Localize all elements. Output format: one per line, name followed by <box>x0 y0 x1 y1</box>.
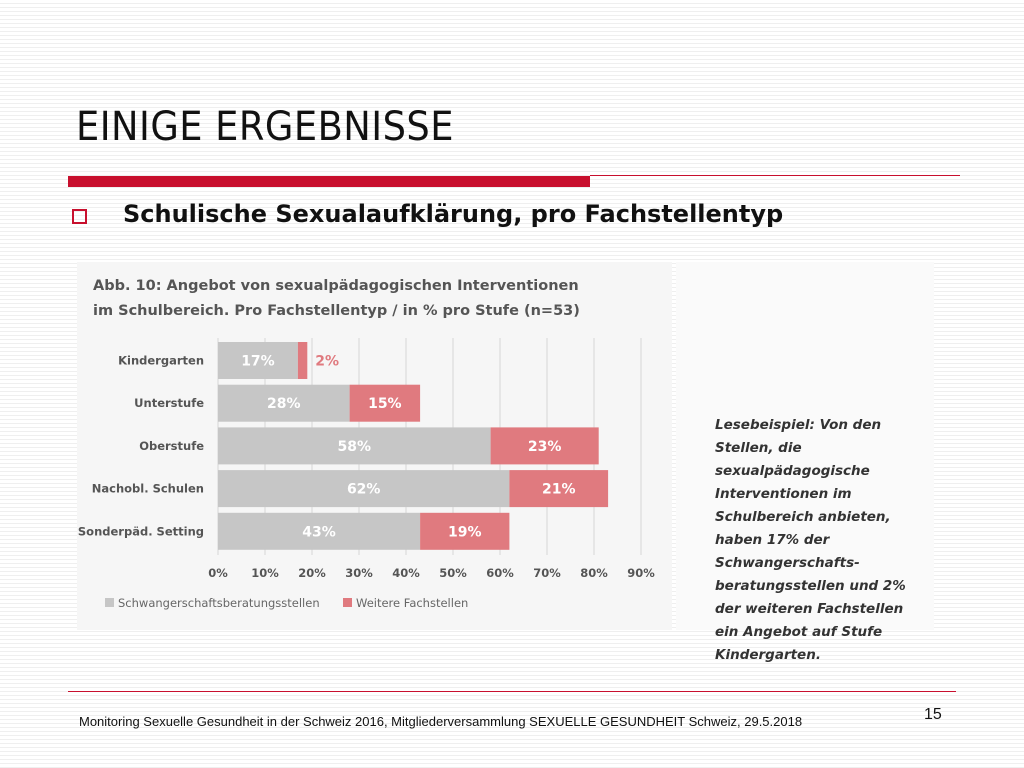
slide-title: EINIGE ERGEBNISSE <box>76 104 454 150</box>
legend-label: Schwangerschaftsberatungsstellen <box>118 596 320 610</box>
x-tick-label: 30% <box>345 566 373 580</box>
data-label: 43% <box>302 524 336 540</box>
slide-subtitle: Schulische Sexualaufklärung, pro Fachste… <box>123 200 784 228</box>
x-tick-label: 40% <box>392 566 420 580</box>
data-label: 2% <box>315 354 339 370</box>
bar-segment <box>509 470 609 508</box>
legend-swatch <box>105 598 114 607</box>
page-number: 15 <box>924 706 942 723</box>
bar-segment <box>297 342 308 379</box>
x-tick-label: 50% <box>439 566 467 580</box>
bar-segment <box>420 512 510 550</box>
x-tick-label: 20% <box>298 566 326 580</box>
legend-label: Weitere Fachstellen <box>356 596 468 610</box>
data-label: 15% <box>368 396 402 412</box>
data-label: 23% <box>528 439 562 455</box>
data-label: 19% <box>448 524 482 540</box>
bar-segment <box>218 427 491 465</box>
chart-title-line: Abb. 10: Angebot von sexualpädagogischen… <box>93 278 579 294</box>
x-tick-label: 10% <box>251 566 279 580</box>
category-label: Oberstufe <box>139 439 204 453</box>
x-tick-label: 0% <box>208 566 228 580</box>
data-label: 28% <box>267 396 301 412</box>
title-underline-thin <box>590 175 960 176</box>
chart-title-line: im Schulbereich. Pro Fachstellentyp / in… <box>93 303 580 319</box>
bar-segment <box>218 384 350 422</box>
data-label: 17% <box>241 354 275 370</box>
x-tick-label: 90% <box>627 566 655 580</box>
bar-segment <box>218 512 421 550</box>
bar-segment <box>218 470 510 508</box>
data-label: 62% <box>347 482 381 498</box>
bar-segment <box>490 427 599 465</box>
category-label: Nachobl. Schulen <box>92 482 204 496</box>
note-panel <box>676 262 934 630</box>
bar-segment <box>349 384 421 422</box>
category-label: Kindergarten <box>118 354 204 368</box>
x-tick-label: 70% <box>533 566 561 580</box>
title-underline <box>68 176 590 187</box>
reading-example-note: Lesebeispiel: Von den Stellen, die sexua… <box>715 417 906 663</box>
category-label: Unterstufe <box>134 396 204 410</box>
category-label: Sonderpäd. Setting <box>78 524 204 538</box>
x-tick-label: 60% <box>486 566 514 580</box>
bullet-square-icon <box>72 209 87 224</box>
bar-segment <box>218 342 298 379</box>
legend-swatch <box>343 598 352 607</box>
footer-text: Monitoring Sexuelle Gesundheit in der Sc… <box>79 714 803 729</box>
data-label: 58% <box>338 439 372 455</box>
footer-divider <box>68 691 956 692</box>
data-label: 21% <box>542 482 576 498</box>
x-tick-label: 80% <box>580 566 608 580</box>
stacked-bar-chart: Abb. 10: Angebot von sexualpädagogischen… <box>78 278 655 610</box>
